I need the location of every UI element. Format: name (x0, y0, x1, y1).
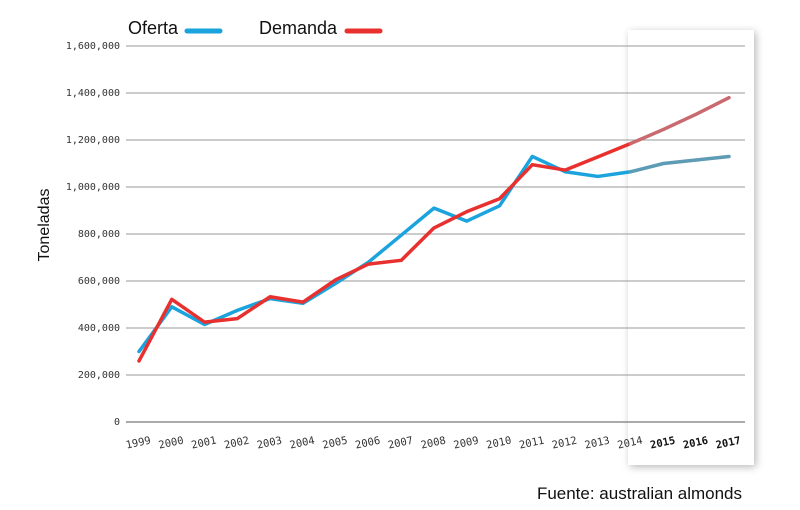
x-axis-ticks: 1999 2000 2001 2002 2003 2004 2005 2006 2007 2008… (125, 435, 742, 452)
x-tick-label: 2003 (256, 435, 283, 452)
y-tick-label: 400,000 (78, 323, 120, 334)
y-axis-label: Toneladas (36, 189, 53, 262)
x-tick-label: 2014 (616, 435, 643, 452)
y-tick-label: 0 (114, 417, 120, 428)
legend-label-demanda: Demanda (259, 18, 338, 38)
y-tick-label: 1,600,000 (66, 41, 120, 52)
x-tick-label: 2007 (387, 435, 414, 452)
x-tick-label: 2013 (584, 435, 611, 452)
x-tick-label: 2006 (354, 435, 381, 452)
series-line-oferta (137, 154, 633, 354)
x-tick-label: 2002 (223, 435, 250, 452)
y-axis-ticks: 0 200,000 400,000 600,000 800,000 1,000,000 1,… (66, 41, 120, 428)
series-projection-oferta (628, 154, 731, 174)
x-tick-label: 2000 (158, 435, 185, 452)
x-tick-label: 2017 (715, 435, 742, 452)
x-tick-label: 2005 (321, 435, 348, 452)
x-tick-label: 2015 (649, 435, 676, 452)
series-lines (137, 95, 731, 363)
x-tick-label: 1999 (125, 435, 152, 452)
projection-panel (628, 30, 754, 465)
x-tick-label: 2016 (682, 435, 709, 452)
y-tick-label: 1,000,000 (66, 182, 120, 193)
x-tick-label: 2001 (190, 435, 217, 452)
legend-label-oferta: Oferta (128, 18, 179, 38)
x-tick-label: 2012 (551, 435, 578, 452)
y-tick-label: 800,000 (78, 229, 120, 240)
x-tick-label: 2004 (289, 435, 316, 452)
x-tick-label: 2008 (420, 435, 447, 452)
source-note: Fuente: australian almonds (537, 484, 742, 503)
grid (126, 45, 745, 423)
y-tick-label: 1,200,000 (66, 135, 120, 146)
x-tick-label: 2011 (518, 435, 545, 452)
series-projection-demanda (628, 95, 731, 146)
y-tick-label: 1,400,000 (66, 88, 120, 99)
x-tick-label: 2009 (453, 435, 480, 452)
series-line-demanda (137, 141, 633, 363)
y-tick-label: 200,000 (78, 370, 120, 381)
x-tick-label: 2010 (485, 435, 512, 452)
legend: Oferta Demanda (128, 18, 383, 38)
y-tick-label: 600,000 (78, 276, 120, 287)
